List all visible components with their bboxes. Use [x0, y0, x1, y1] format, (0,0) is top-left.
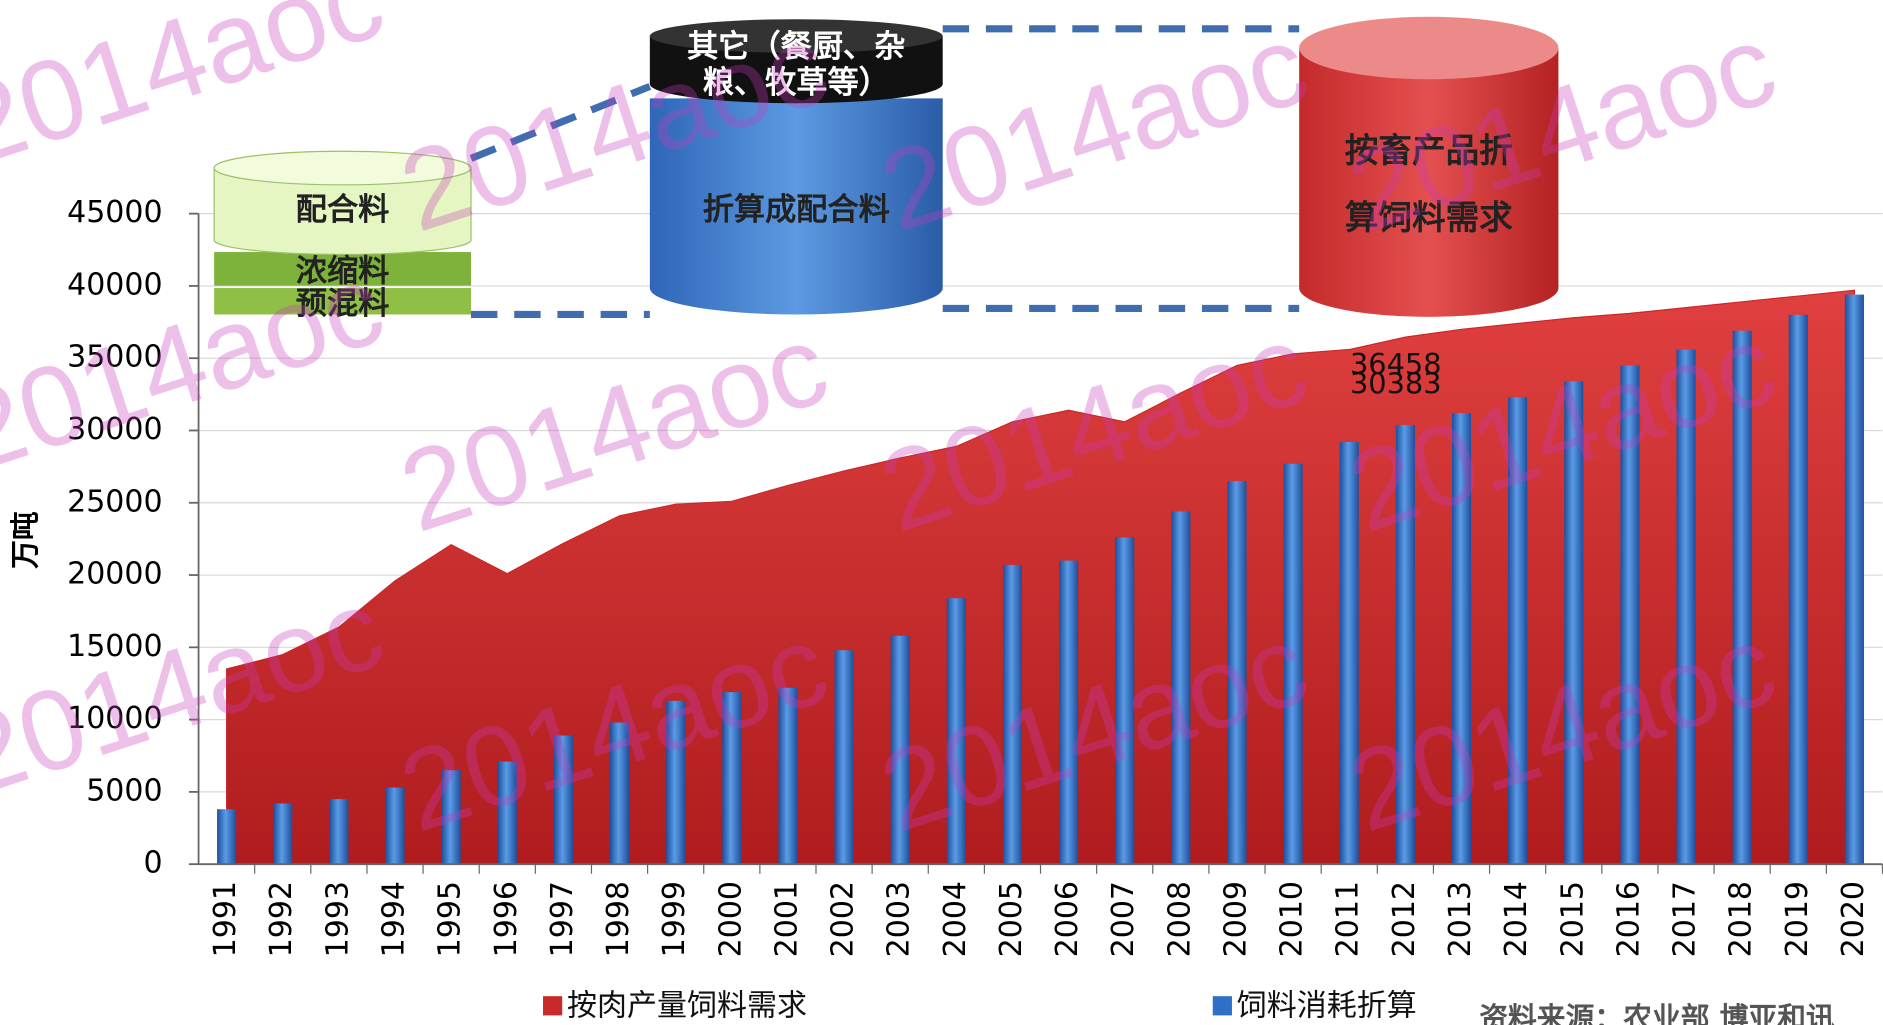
- x-tick-label: 2001: [769, 881, 804, 957]
- x-tick-label: 2015: [1555, 881, 1590, 957]
- legend-label: 按肉产量饲料需求: [567, 988, 807, 1023]
- bar: [1283, 463, 1303, 865]
- x-tick-label: 2018: [1724, 881, 1759, 957]
- y-tick-label: 40000: [67, 267, 162, 302]
- bar: [1451, 413, 1472, 865]
- bar: [1227, 481, 1247, 865]
- value-label: 30383: [1350, 366, 1442, 400]
- x-tick-label: 1992: [264, 881, 299, 957]
- legend-label: 饲料消耗折算: [1237, 988, 1417, 1023]
- bar: [1395, 424, 1415, 865]
- diagram: 配合料 浓缩料 预混料 其它（餐厨、杂 粮、牧草等） 折算成配合料 按畜产品折 …: [213, 16, 1559, 322]
- x-tick-label: 2011: [1331, 881, 1366, 957]
- y-tick-label: 45000: [67, 195, 162, 230]
- feed-label: 预混料: [296, 286, 390, 322]
- bar: [778, 687, 798, 865]
- bar: [1002, 564, 1022, 865]
- demand-cylinder: 按畜产品折 算饲料需求: [1299, 16, 1559, 317]
- bar: [553, 735, 573, 865]
- x-tick-label: 1997: [545, 881, 580, 957]
- connector: [469, 25, 1300, 319]
- x-tick-label: 2010: [1275, 881, 1310, 957]
- x-tick-label: 2002: [826, 881, 861, 957]
- bar: [722, 692, 742, 865]
- feed-label: 配合料: [296, 192, 390, 228]
- bar: [1171, 511, 1191, 865]
- x-tick-label: 2003: [882, 881, 917, 957]
- x-tick-label: 1995: [433, 881, 468, 957]
- x-tick-label: 2013: [1443, 881, 1478, 957]
- bar: [1788, 314, 1808, 865]
- bar: [1676, 349, 1696, 865]
- bar: [1620, 365, 1640, 865]
- demand-label: 按畜产品折: [1345, 131, 1513, 170]
- bar: [609, 722, 630, 865]
- y-axis-label: 万吨: [8, 511, 42, 569]
- bar: [1508, 397, 1528, 865]
- bar: [1844, 294, 1864, 865]
- feed-cylinder: 配合料 浓缩料 预混料: [213, 150, 472, 322]
- x-tick-label: 2014: [1499, 881, 1534, 957]
- x-tick-label: 2006: [1050, 881, 1085, 957]
- legend-swatch: [1212, 996, 1232, 1016]
- x-tick-label: 2017: [1668, 881, 1703, 957]
- bar: [1059, 560, 1079, 865]
- y-tick-label: 5000: [86, 773, 162, 808]
- plot: 0 5000 10000 15000 20000 25000 30000 35000 40000…: [67, 195, 1883, 1023]
- bar: [946, 598, 966, 865]
- x-tick-label: 2020: [1836, 881, 1871, 957]
- bar: [834, 650, 854, 865]
- demand-label: 算饲料需求: [1345, 198, 1513, 237]
- bar: [385, 787, 405, 865]
- converted-label: 折算成配合料: [703, 192, 890, 228]
- x-tick-label: 1996: [489, 881, 524, 957]
- source: 资料来源：农业部 博亚和讯: [1479, 1001, 1835, 1025]
- x-tick-label: 2005: [994, 881, 1029, 957]
- x-tick-label: 2012: [1387, 881, 1422, 957]
- bar: [441, 770, 461, 865]
- bar: [273, 803, 293, 865]
- x-tick-label: 2016: [1611, 881, 1646, 957]
- y-tick-label: 20000: [67, 557, 162, 592]
- area: [226, 289, 1856, 865]
- x-tick-label: 1999: [657, 881, 692, 957]
- x-tick-label: 1993: [320, 881, 355, 957]
- y-tick-label: 35000: [67, 340, 162, 375]
- x-tick-label: 2009: [1218, 881, 1253, 957]
- y-tick-label: 30000: [67, 412, 162, 447]
- y-tick-label: 15000: [67, 629, 162, 664]
- x-tick-label: 2019: [1780, 881, 1815, 957]
- bar: [1732, 330, 1752, 865]
- converted-cylinder: 其它（餐厨、杂 粮、牧草等） 折算成配合料: [649, 19, 943, 315]
- x-tick-label: 1991: [208, 881, 243, 957]
- other-label: 粮、牧草等）: [703, 65, 890, 101]
- other-label: 其它（餐厨、杂: [687, 29, 905, 65]
- x-tick-label: 2007: [1106, 881, 1141, 957]
- legend-swatch: [543, 996, 563, 1016]
- value-label: 36458: [1350, 347, 1442, 381]
- x-tick-label: 2008: [1162, 881, 1197, 957]
- feed-label: 浓缩料: [296, 253, 390, 289]
- bar: [890, 635, 910, 865]
- x-tick-label: 1998: [601, 881, 636, 957]
- x-tick-label: 2000: [713, 881, 748, 957]
- bar: [1115, 537, 1135, 865]
- y-tick-label: 25000: [67, 484, 162, 519]
- x-tick-label: 2004: [938, 881, 973, 957]
- bar: [329, 799, 349, 865]
- bar: [666, 700, 686, 865]
- bar: [1339, 442, 1359, 865]
- bar: [217, 809, 237, 865]
- y-tick-label: 0: [143, 846, 162, 881]
- x-tick-label: 1994: [377, 881, 412, 957]
- bar: [497, 761, 517, 865]
- y-tick-label: 10000: [67, 701, 162, 736]
- bar: [1564, 381, 1584, 865]
